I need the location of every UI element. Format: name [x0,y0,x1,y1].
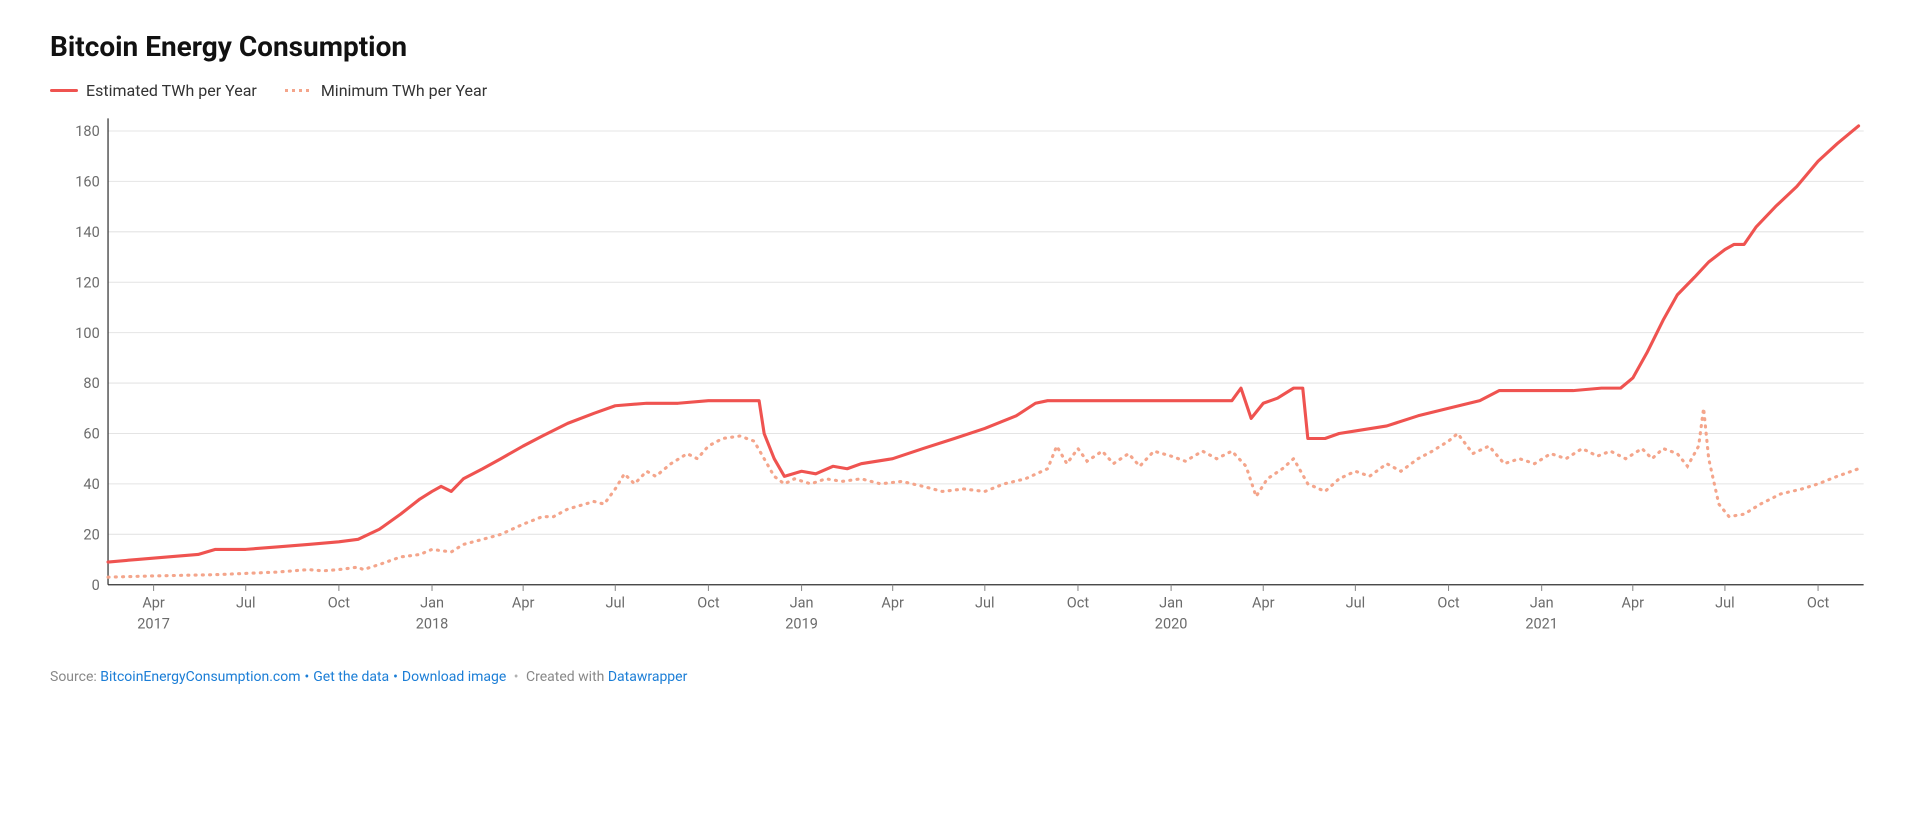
x-year-label: 2020 [1155,615,1188,632]
x-year-label: 2021 [1525,615,1558,632]
plot-area: 0 20 40 60 80 100 120 140 160 180 Apr Jul Oct Jan Apr J… [50,108,1874,647]
legend-label: Minimum TWh per Year [321,81,487,100]
legend-swatch [50,89,78,92]
x-year-label: 2018 [416,615,449,632]
y-tick-label: 100 [75,325,99,342]
chart-title: Bitcoin Energy Consumption [50,30,1874,63]
x-year-label: 2019 [785,615,818,632]
x-tick-label: Apr [512,595,535,612]
series-line [108,126,1859,562]
x-tick-label: Oct [328,595,351,612]
legend-item: Minimum TWh per Year [285,81,487,100]
legend-item: Estimated TWh per Year [50,81,257,100]
y-tick-label: 40 [83,476,99,493]
created-with-link[interactable]: Datawrapper [608,669,688,685]
x-tick-label: Apr [1252,595,1275,612]
line-chart: 0 20 40 60 80 100 120 140 160 180 Apr Jul Oct Jan Apr J… [50,108,1874,647]
x-tick-label: Jan [420,595,444,612]
chart-container: Bitcoin Energy Consumption Estimated TWh… [50,30,1874,685]
x-tick-label: Apr [142,595,165,612]
separator: • [305,669,310,685]
x-tick-label: Apr [1622,595,1645,612]
x-tick-label: Jul [1346,595,1366,612]
x-tick-label: Oct [1067,595,1090,612]
x-tick-label: Jul [236,595,256,612]
footer-link[interactable]: Download image [402,669,506,685]
x-tick-label: Jul [975,595,995,612]
x-year-label: 2017 [137,615,170,632]
y-tick-label: 0 [92,577,100,594]
source-label: Source: [50,669,97,685]
y-tick-label: 20 [83,526,99,543]
x-tick-label: Oct [697,595,720,612]
footer-link[interactable]: Get the data [313,669,389,685]
legend-swatch [285,89,313,92]
x-tick-label: Jan [1159,595,1183,612]
x-tick-label: Oct [1807,595,1830,612]
legend: Estimated TWh per Year Minimum TWh per Ye… [50,81,1874,100]
separator: • [393,669,398,685]
y-tick-label: 60 [83,426,99,443]
x-tick-label: Apr [881,595,904,612]
y-tick-label: 140 [75,224,99,241]
x-tick-label: Jan [790,595,814,612]
y-tick-label: 120 [75,274,99,291]
created-with-label: Created with [526,669,604,685]
y-tick-label: 160 [75,174,99,191]
y-tick-label: 180 [75,123,99,140]
separator: • [514,669,519,685]
x-tick-label: Jul [606,595,626,612]
x-tick-label: Jul [1715,595,1735,612]
x-tick-label: Oct [1437,595,1460,612]
footer-link[interactable]: BitcoinEnergyConsumption.com [100,669,300,685]
y-tick-label: 80 [83,375,99,392]
chart-footer: Source: BitcoinEnergyConsumption.com•Get… [50,669,1874,685]
legend-label: Estimated TWh per Year [86,81,257,100]
x-tick-label: Jan [1530,595,1554,612]
